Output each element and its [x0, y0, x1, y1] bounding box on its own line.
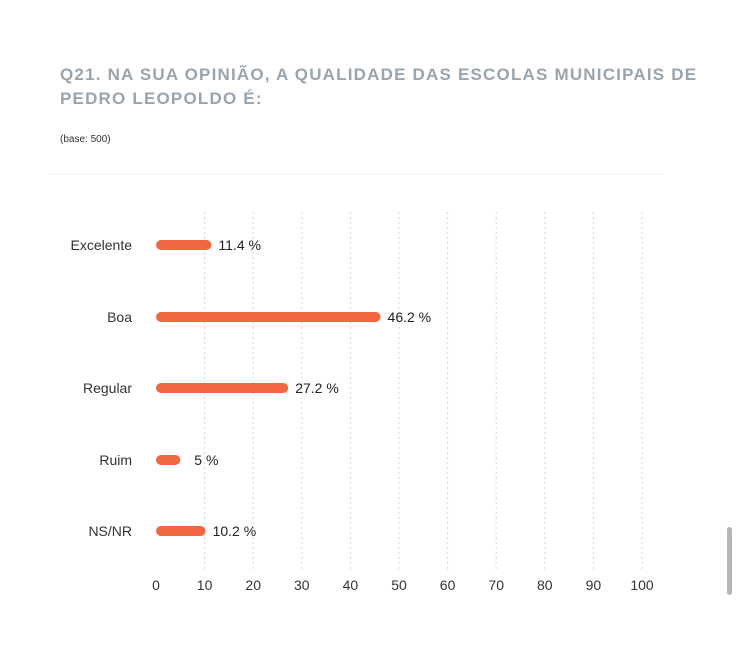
data-label: 11.4 %: [218, 237, 261, 253]
x-tick-label: 90: [586, 577, 602, 593]
x-tick-label: 80: [537, 577, 553, 593]
category-label: Regular: [83, 380, 132, 396]
bar: [156, 312, 381, 322]
bar: [156, 383, 289, 393]
x-axis-ticks: 0 10 20 30 40 50 60 70 80 90 100: [152, 577, 654, 593]
category-label: Boa: [107, 309, 132, 325]
x-tick-label: 0: [152, 577, 160, 593]
x-tick-label: 30: [294, 577, 310, 593]
x-tick-label: 50: [391, 577, 407, 593]
bar: [156, 455, 181, 465]
bars: [156, 240, 381, 536]
x-tick-label: 100: [630, 577, 654, 593]
data-label: 46.2 %: [388, 309, 432, 325]
data-label: 10.2 %: [213, 523, 257, 539]
value-labels: 11.4 % 46.2 % 27.2 % 5 % 10.2 %: [194, 237, 431, 539]
x-tick-label: 10: [197, 577, 213, 593]
chart-title: Q21. NA SUA OPINIÃO, A QUALIDADE DAS ESC…: [60, 65, 698, 108]
divider: [48, 174, 664, 175]
data-label: 27.2 %: [295, 380, 339, 396]
bar: [156, 240, 212, 250]
x-tick-label: 60: [440, 577, 456, 593]
scrollbar[interactable]: [727, 527, 732, 595]
x-tick-label: 20: [245, 577, 261, 593]
category-label: NS/NR: [88, 523, 132, 539]
x-tick-label: 40: [343, 577, 359, 593]
x-tick-label: 70: [488, 577, 504, 593]
category-labels: Excelente Boa Regular Ruim NS/NR: [71, 237, 133, 539]
bar: [156, 526, 206, 536]
base-note: (base: 500): [60, 134, 111, 145]
category-label: Excelente: [71, 237, 133, 253]
category-label: Ruim: [99, 452, 132, 468]
data-label: 5 %: [194, 452, 218, 468]
